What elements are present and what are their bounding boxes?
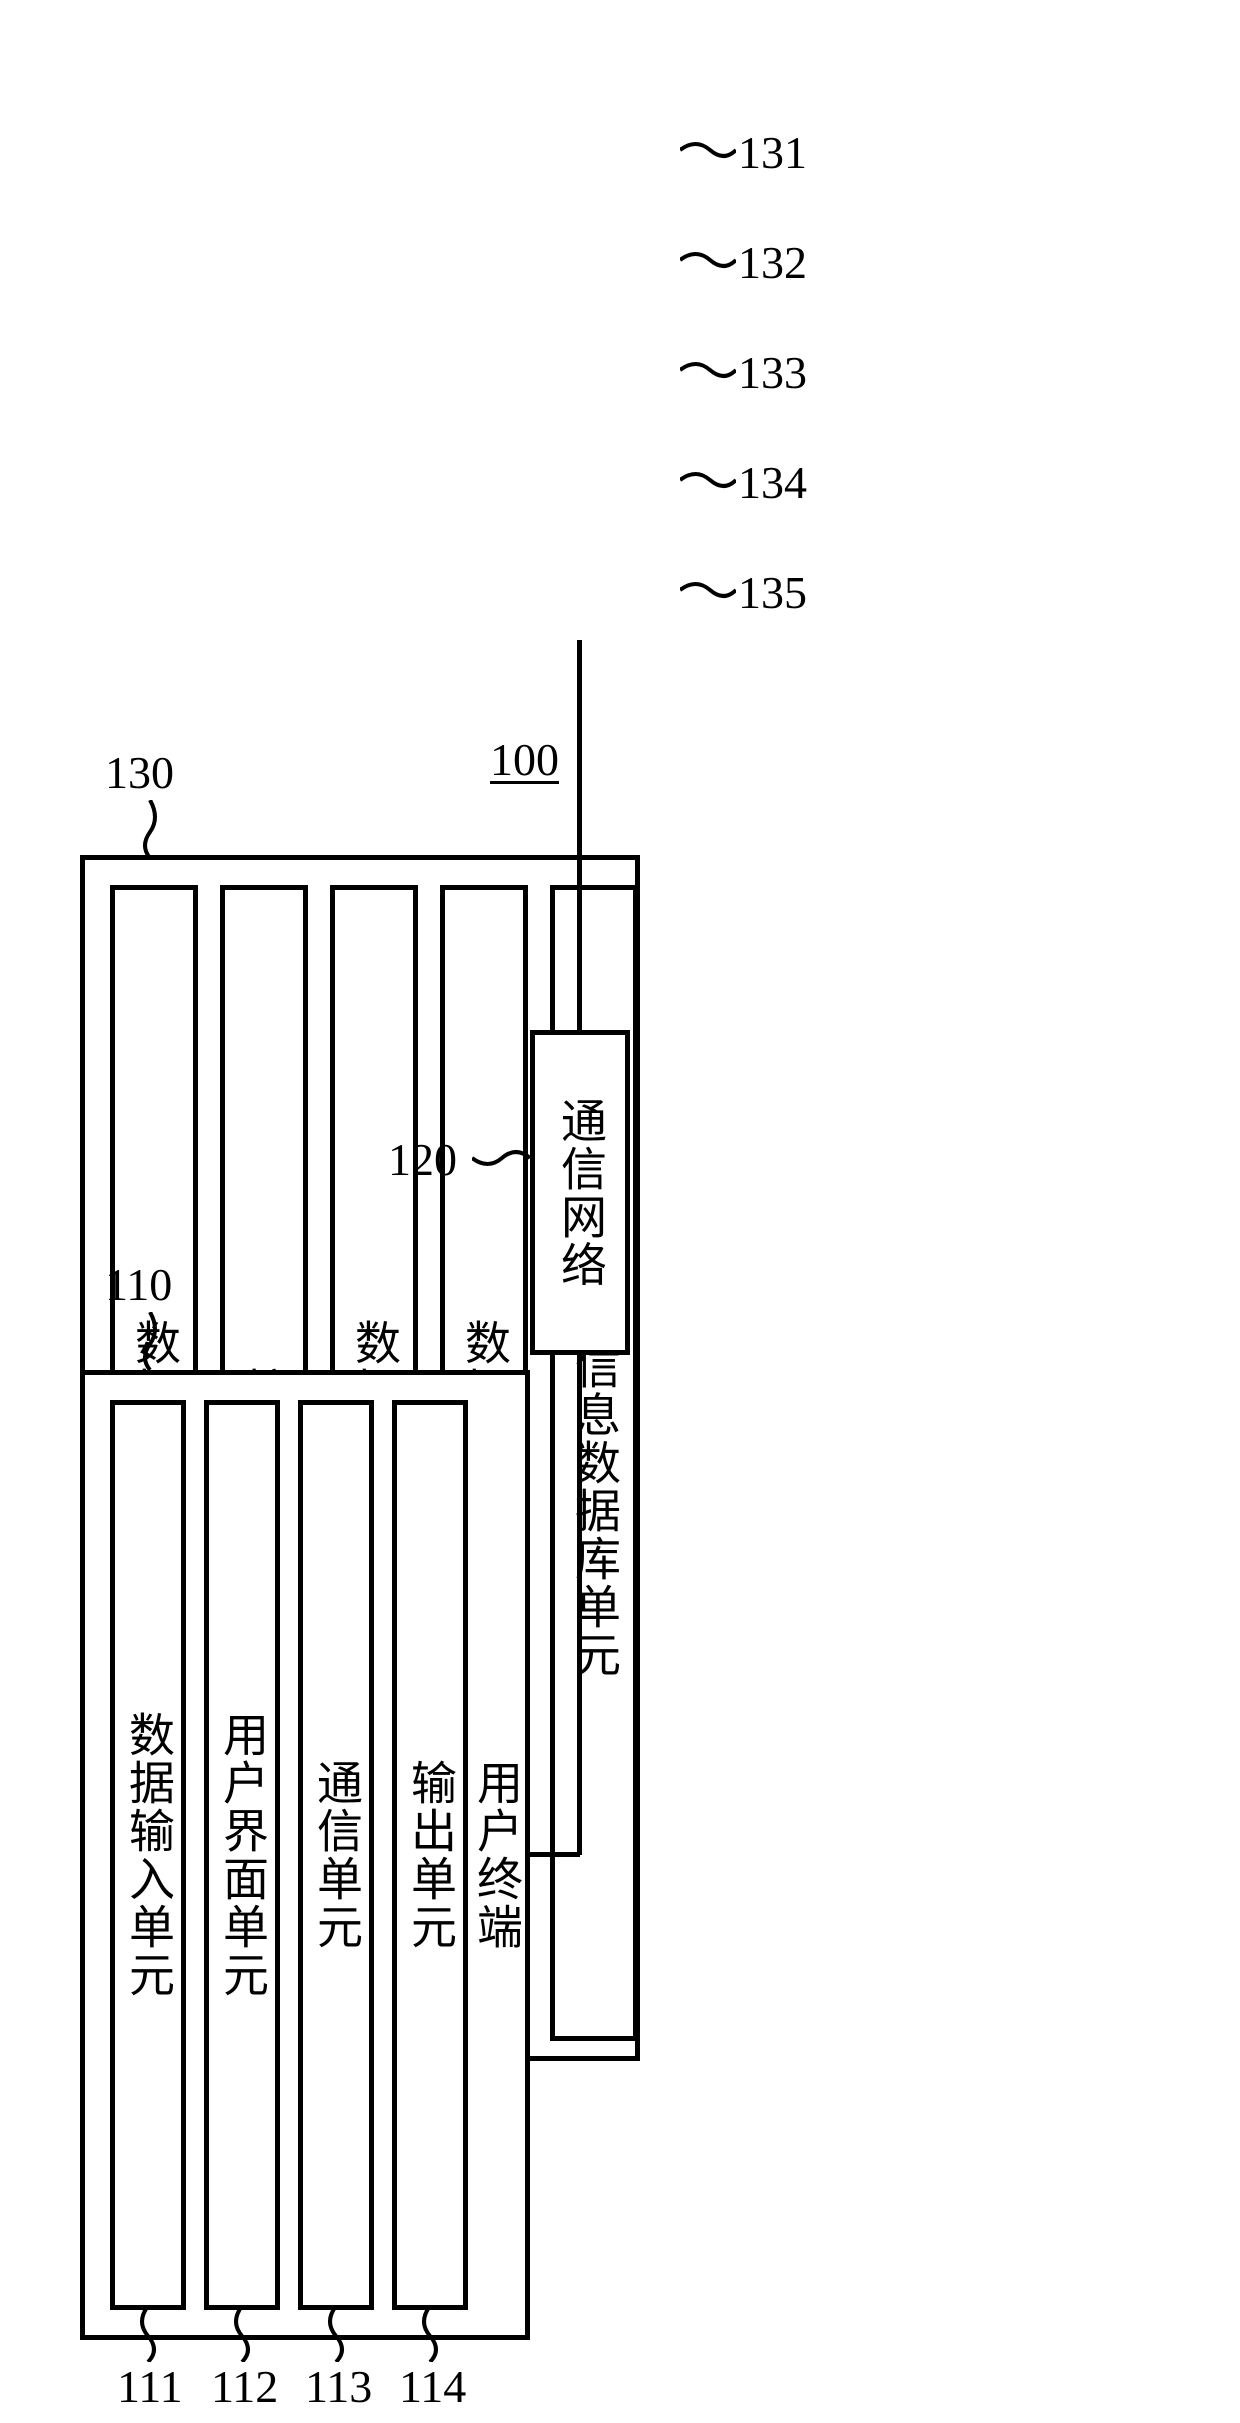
terminal-unit-111: 数据输入单元 bbox=[110, 1400, 186, 2310]
network-ref-label: 120 bbox=[388, 1134, 457, 1185]
server-unit-132-ref: 132 bbox=[738, 236, 807, 289]
terminal-unit-114: 输出单元 bbox=[392, 1400, 468, 2310]
server-unit-133-leader-icon bbox=[680, 350, 736, 390]
terminal-unit-112-leader-icon bbox=[222, 2306, 262, 2362]
server-unit-133-ref: 133 bbox=[738, 346, 807, 399]
network-box: 通信网络 bbox=[530, 1030, 630, 1355]
terminal-box: 用户终端 数据输入单元 用户界面单元 通信单元 输出单元 bbox=[80, 1370, 530, 2340]
terminal-unit-113-leader-icon bbox=[316, 2306, 356, 2362]
server-unit-134-ref: 134 bbox=[738, 456, 807, 509]
terminal-ref: 110 bbox=[105, 1258, 172, 1311]
terminal-unit-112: 用户界面单元 bbox=[204, 1400, 280, 2310]
terminal-unit-112-label: 用户界面单元 bbox=[209, 1711, 275, 1999]
terminal-unit-111-leader-icon bbox=[128, 2306, 168, 2362]
server-ref: 130 bbox=[105, 746, 174, 799]
terminal-unit-114-leader-icon bbox=[410, 2306, 450, 2362]
connector-network-terminal-v bbox=[577, 1355, 582, 1855]
server-unit-135-leader-icon bbox=[680, 570, 736, 610]
server-unit-135-ref: 135 bbox=[738, 566, 807, 619]
terminal-unit-111-label: 数据输入单元 bbox=[115, 1711, 181, 1999]
server-unit-131-leader-icon bbox=[680, 130, 736, 170]
network-ref: 120 bbox=[388, 1133, 457, 1186]
connector-network-terminal-h bbox=[530, 1852, 580, 1857]
server-unit-132-leader-icon bbox=[680, 240, 736, 280]
terminal-unit-111-ref: 111 bbox=[117, 2360, 183, 2413]
network-ref-leader-icon bbox=[472, 1138, 530, 1178]
terminal-unit-114-ref: 114 bbox=[399, 2360, 466, 2413]
terminal-ref-leader-icon bbox=[130, 1312, 170, 1370]
terminal-unit-114-label: 输出单元 bbox=[397, 1759, 463, 1951]
terminal-title: 用户终端 bbox=[463, 1759, 529, 1951]
system-ref: 100 bbox=[490, 733, 559, 786]
network-label: 通信网络 bbox=[547, 1097, 613, 1289]
terminal-unit-112-ref: 112 bbox=[211, 2360, 278, 2413]
terminal-unit-113-label: 通信单元 bbox=[303, 1759, 369, 1951]
server-unit-131-ref: 131 bbox=[738, 126, 807, 179]
server-unit-134-leader-icon bbox=[680, 460, 736, 500]
diagram-stage: 100 130 自我治疗web服务器 数据接收单元 控制单元 数据存储单元 bbox=[0, 0, 1240, 2423]
terminal-unit-113: 通信单元 bbox=[298, 1400, 374, 2310]
terminal-ref-label: 110 bbox=[105, 1259, 172, 1310]
system-ref-label: 100 bbox=[490, 734, 559, 785]
connector-server-network bbox=[577, 640, 582, 1030]
server-ref-label: 130 bbox=[105, 747, 174, 798]
server-ref-leader-icon bbox=[130, 800, 170, 858]
terminal-unit-113-ref: 113 bbox=[305, 2360, 372, 2413]
terminal-title-text: 用户终端 bbox=[463, 1759, 529, 1951]
